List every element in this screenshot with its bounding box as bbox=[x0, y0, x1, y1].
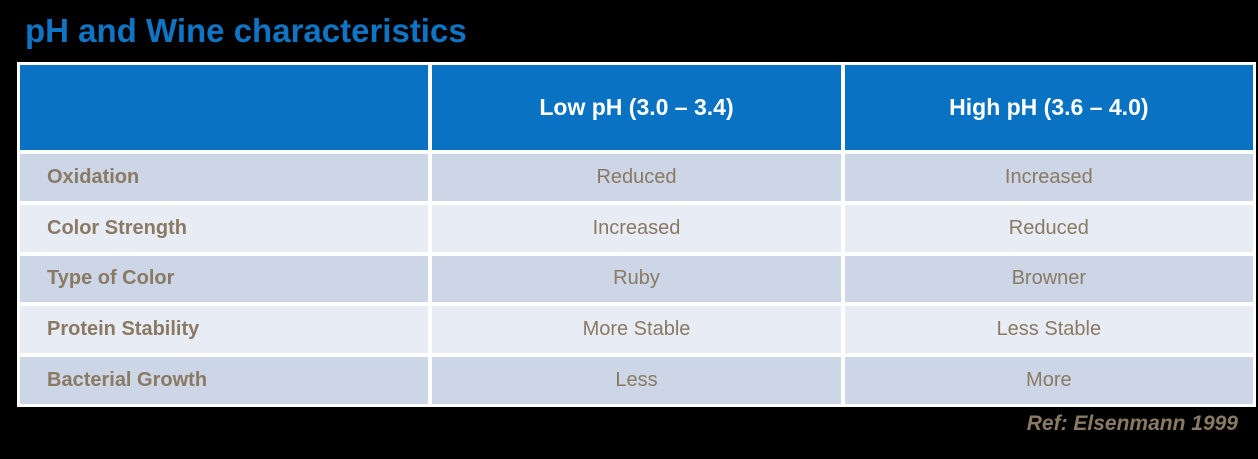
reference-text: Ref: Elsenmann 1999 bbox=[1026, 412, 1238, 435]
row-label-protein-stability: Protein Stability bbox=[20, 306, 429, 354]
protein-stability-high-ph-value: Less Stable bbox=[844, 306, 1253, 354]
header-cell-high-ph: High pH (3.6 – 4.0) bbox=[844, 65, 1253, 150]
color-strength-low-ph-value: Increased bbox=[432, 204, 841, 252]
row-label-oxidation: Oxidation bbox=[20, 154, 429, 201]
type-of-color-high-ph-value: Browner bbox=[844, 255, 1253, 303]
ph-wine-characteristics-table: Low pH (3.0 – 3.4) High pH (3.6 – 4.0) O… bbox=[17, 62, 1256, 407]
bacterial-growth-low-ph-value: Less bbox=[432, 357, 841, 404]
protein-stability-low-ph-value: More Stable bbox=[432, 306, 841, 354]
row-label-type-of-color: Type of Color bbox=[20, 255, 429, 303]
row-label-color-strength: Color Strength bbox=[20, 204, 429, 252]
color-strength-high-ph-value: Reduced bbox=[844, 204, 1253, 252]
header-cell-empty bbox=[20, 65, 429, 150]
bacterial-growth-high-ph-value: More bbox=[844, 357, 1253, 404]
oxidation-high-ph-value: Increased bbox=[844, 154, 1253, 201]
row-label-bacterial-growth: Bacterial Growth bbox=[20, 357, 429, 404]
oxidation-low-ph-value: Reduced bbox=[432, 154, 841, 201]
header-cell-low-ph: Low pH (3.0 – 3.4) bbox=[432, 65, 841, 150]
type-of-color-low-ph-value: Ruby bbox=[432, 255, 841, 303]
page-title: pH and Wine characteristics bbox=[25, 12, 467, 49]
